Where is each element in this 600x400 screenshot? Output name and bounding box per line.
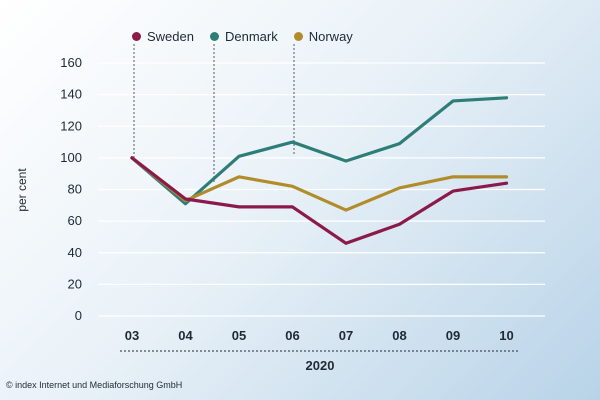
series-line-denmark (130, 96, 509, 206)
y-tick-label: 60 (68, 213, 82, 228)
series-line-sweden (130, 156, 509, 245)
y-tick-label: 120 (60, 118, 82, 133)
legend-label-denmark: Denmark (224, 29, 278, 44)
x-tick-label: 03 (125, 328, 139, 343)
copyright-notice: © index Internet und Mediaforschung GmbH (6, 380, 183, 390)
y-tick-label: 40 (68, 245, 82, 260)
legend-swatch-norway (293, 32, 303, 41)
legend-item-sweden: Sweden (132, 29, 194, 44)
y-tick-label: 0 (75, 308, 82, 323)
y-tick-label: 20 (68, 276, 82, 291)
legend-item-norway: Norway (293, 29, 353, 44)
x-tick-label: 07 (339, 328, 353, 343)
y-tick-label: 80 (68, 182, 82, 197)
series-line-norway (130, 156, 509, 212)
y-tick-label: 100 (60, 150, 82, 165)
legend-item-denmark: Denmark (209, 29, 278, 44)
legend-swatch-sweden (132, 32, 141, 41)
y-tick-label: 160 (60, 55, 82, 70)
year-group-label: 2020 (306, 358, 335, 373)
x-tick-label: 10 (499, 328, 513, 343)
legend-label-norway: Norway (308, 29, 353, 44)
x-tick-label: 08 (392, 328, 406, 343)
legend-label-sweden: Sweden (147, 29, 194, 44)
y-tick-label: 140 (60, 87, 82, 102)
x-tick-label: 09 (446, 328, 460, 343)
legend-swatch-denmark (209, 32, 219, 41)
x-tick-label: 06 (285, 328, 299, 343)
chart-legend: Sweden Denmark Norway (132, 29, 353, 44)
x-tick-label: 04 (178, 328, 193, 343)
x-tick-label: 05 (232, 328, 246, 343)
